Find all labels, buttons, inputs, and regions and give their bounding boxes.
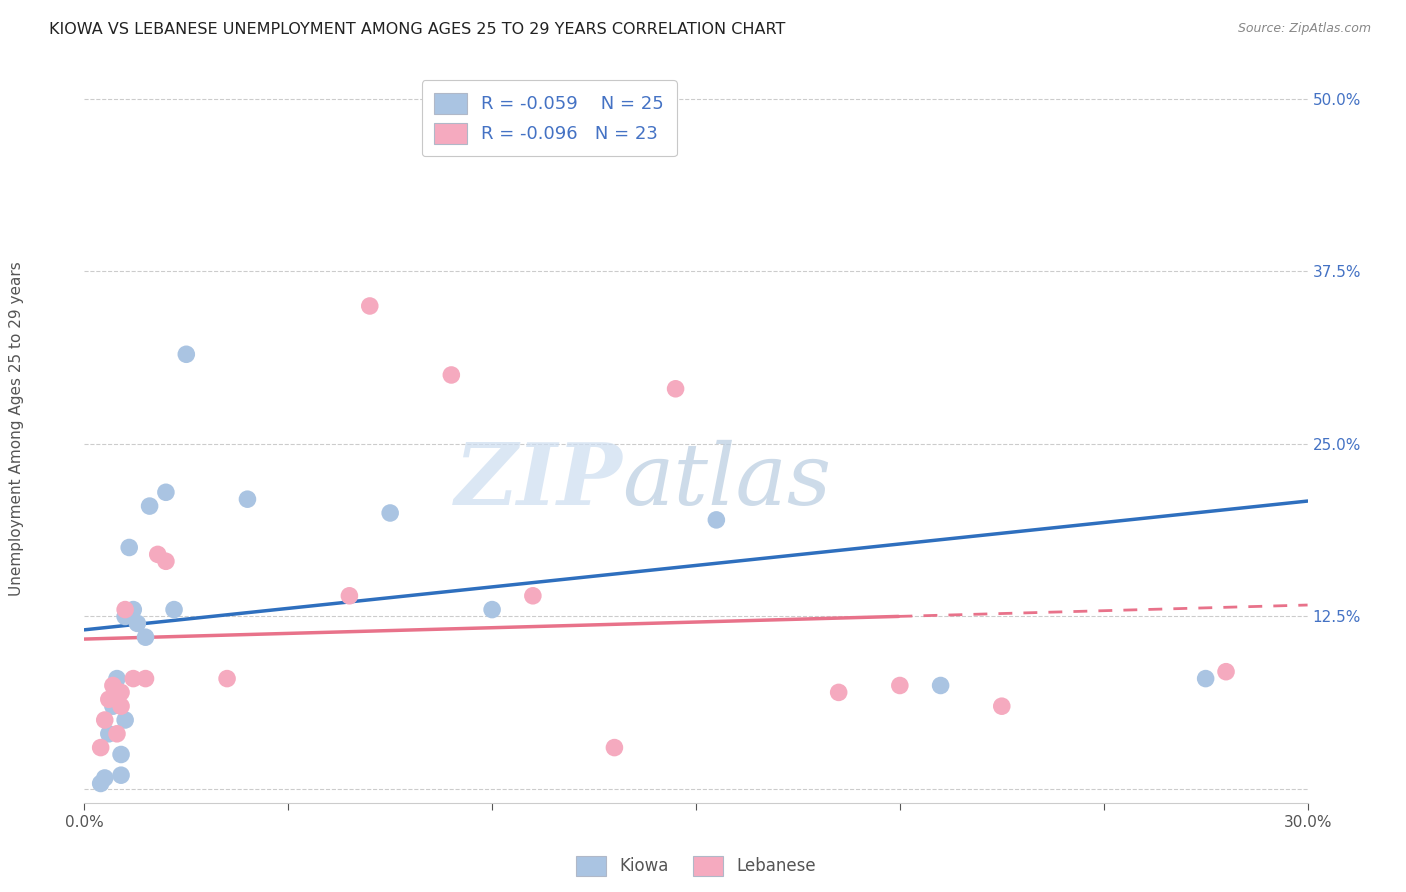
Point: [122, 602, 145, 616]
Point: [339, 589, 360, 603]
Point: [127, 616, 149, 631]
Point: [110, 685, 132, 699]
Point: [97, 727, 120, 741]
Point: [155, 485, 177, 500]
Point: [135, 672, 157, 686]
Point: [929, 678, 952, 692]
Point: [105, 727, 128, 741]
Point: [236, 492, 259, 507]
Point: [97, 692, 120, 706]
Text: ZIP: ZIP: [454, 439, 623, 523]
Point: [110, 699, 132, 714]
Point: [991, 699, 1014, 714]
Point: [135, 630, 157, 644]
Point: [664, 382, 686, 396]
Text: atlas: atlas: [623, 440, 832, 523]
Legend: Kiowa, Lebanese: Kiowa, Lebanese: [569, 850, 823, 882]
Point: [155, 554, 177, 568]
Point: [110, 768, 132, 782]
Point: [1215, 665, 1237, 679]
Point: [93, 713, 115, 727]
Point: [889, 678, 911, 692]
Point: [118, 541, 141, 555]
Point: [122, 672, 145, 686]
Point: [114, 602, 136, 616]
Point: [440, 368, 463, 382]
Point: [481, 602, 503, 616]
Point: [105, 685, 128, 699]
Point: [704, 513, 728, 527]
Point: [522, 589, 544, 603]
Point: [93, 771, 115, 785]
Point: [380, 506, 402, 520]
Point: [163, 602, 186, 616]
Text: Unemployment Among Ages 25 to 29 years: Unemployment Among Ages 25 to 29 years: [10, 260, 24, 596]
Point: [827, 685, 849, 699]
Point: [114, 609, 136, 624]
Point: [359, 299, 381, 313]
Point: [114, 713, 136, 727]
Point: [138, 499, 160, 513]
Point: [90, 776, 112, 790]
Point: [90, 740, 112, 755]
Point: [217, 672, 239, 686]
Point: [110, 747, 132, 762]
Text: Source: ZipAtlas.com: Source: ZipAtlas.com: [1237, 22, 1371, 36]
Text: KIOWA VS LEBANESE UNEMPLOYMENT AMONG AGES 25 TO 29 YEARS CORRELATION CHART: KIOWA VS LEBANESE UNEMPLOYMENT AMONG AGE…: [49, 22, 786, 37]
Point: [1195, 672, 1218, 686]
Point: [101, 699, 124, 714]
Point: [603, 740, 626, 755]
Point: [105, 672, 128, 686]
Point: [146, 548, 169, 562]
Point: [562, 105, 585, 120]
Point: [101, 678, 124, 692]
Point: [174, 347, 197, 361]
